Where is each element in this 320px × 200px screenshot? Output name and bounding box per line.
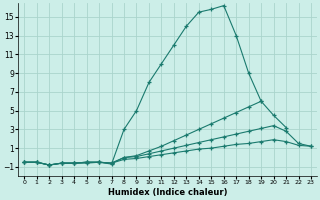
- X-axis label: Humidex (Indice chaleur): Humidex (Indice chaleur): [108, 188, 228, 197]
